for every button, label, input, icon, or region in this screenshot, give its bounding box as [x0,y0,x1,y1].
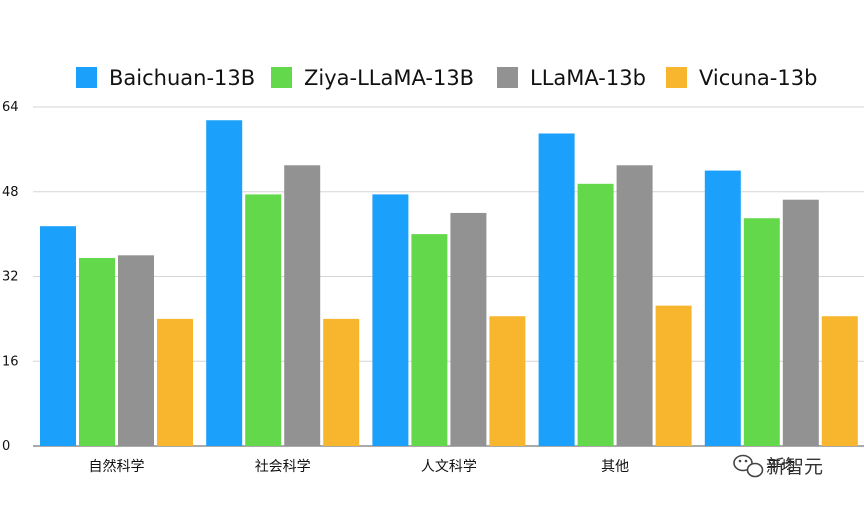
legend-label: Baichuan-13B [109,66,255,90]
y-axis-ticks: 0 16 32 48 64 [2,100,19,454]
wechat-icon [733,454,764,478]
bar-ziya-llama-13b-3 [411,234,448,446]
bar-baichuan-13b-4 [538,133,575,446]
bar-llama-13b-3 [450,212,487,446]
watermark: 新智元 [733,454,823,478]
y-tick-label: 0 [2,439,10,454]
bar-vicuna-13b-3 [489,316,526,446]
legend-swatch [76,67,97,88]
legend-label: Vicuna-13b [699,66,817,90]
bars [40,120,858,446]
y-tick-label: 48 [2,185,19,200]
legend: Baichuan-13B Ziya-LLaMA-13B LLaMA-13b Vicun… [76,66,817,90]
bar-vicuna-13b-5 [821,316,858,446]
legend-swatch [666,67,687,88]
watermark-text: 新智元 [766,456,823,478]
bar-ziya-llama-13b-2 [245,194,282,446]
bar-vicuna-13b-4 [655,305,692,446]
bar-llama-13b-1 [118,255,154,446]
y-tick-label: 16 [2,354,19,369]
x-category-label: 人文科学 [421,459,477,475]
y-tick-label: 64 [2,100,19,115]
y-tick-label: 32 [2,270,19,285]
bar-baichuan-13b-2 [206,120,243,446]
x-axis-categories: 自然科学 社会科学 人文科学 其他 平均 [89,458,796,475]
legend-label: Ziya-LLaMA-13B [304,66,474,90]
legend-label: LLaMA-13b [530,66,646,90]
bar-llama-13b-2 [284,165,321,446]
legend-swatch [271,67,292,88]
x-category-label: 社会科学 [255,459,311,475]
bar-vicuna-13b-2 [323,318,360,446]
bar-vicuna-13b-1 [157,318,193,446]
x-category-label: 平均 [767,459,795,475]
x-category-label: 其他 [601,459,629,475]
x-category-label: 自然科学 [89,458,145,475]
bar-ziya-llama-13b-5 [743,218,780,446]
bar-baichuan-13b-1 [40,226,76,446]
legend-swatch [497,67,518,88]
bar-llama-13b-5 [782,199,819,446]
bar-llama-13b-4 [616,165,653,446]
bar-ziya-llama-13b-1 [79,257,115,446]
bar-baichuan-13b-5 [704,170,741,446]
bar-ziya-llama-13b-4 [577,183,614,446]
bar-baichuan-13b-3 [372,194,409,446]
